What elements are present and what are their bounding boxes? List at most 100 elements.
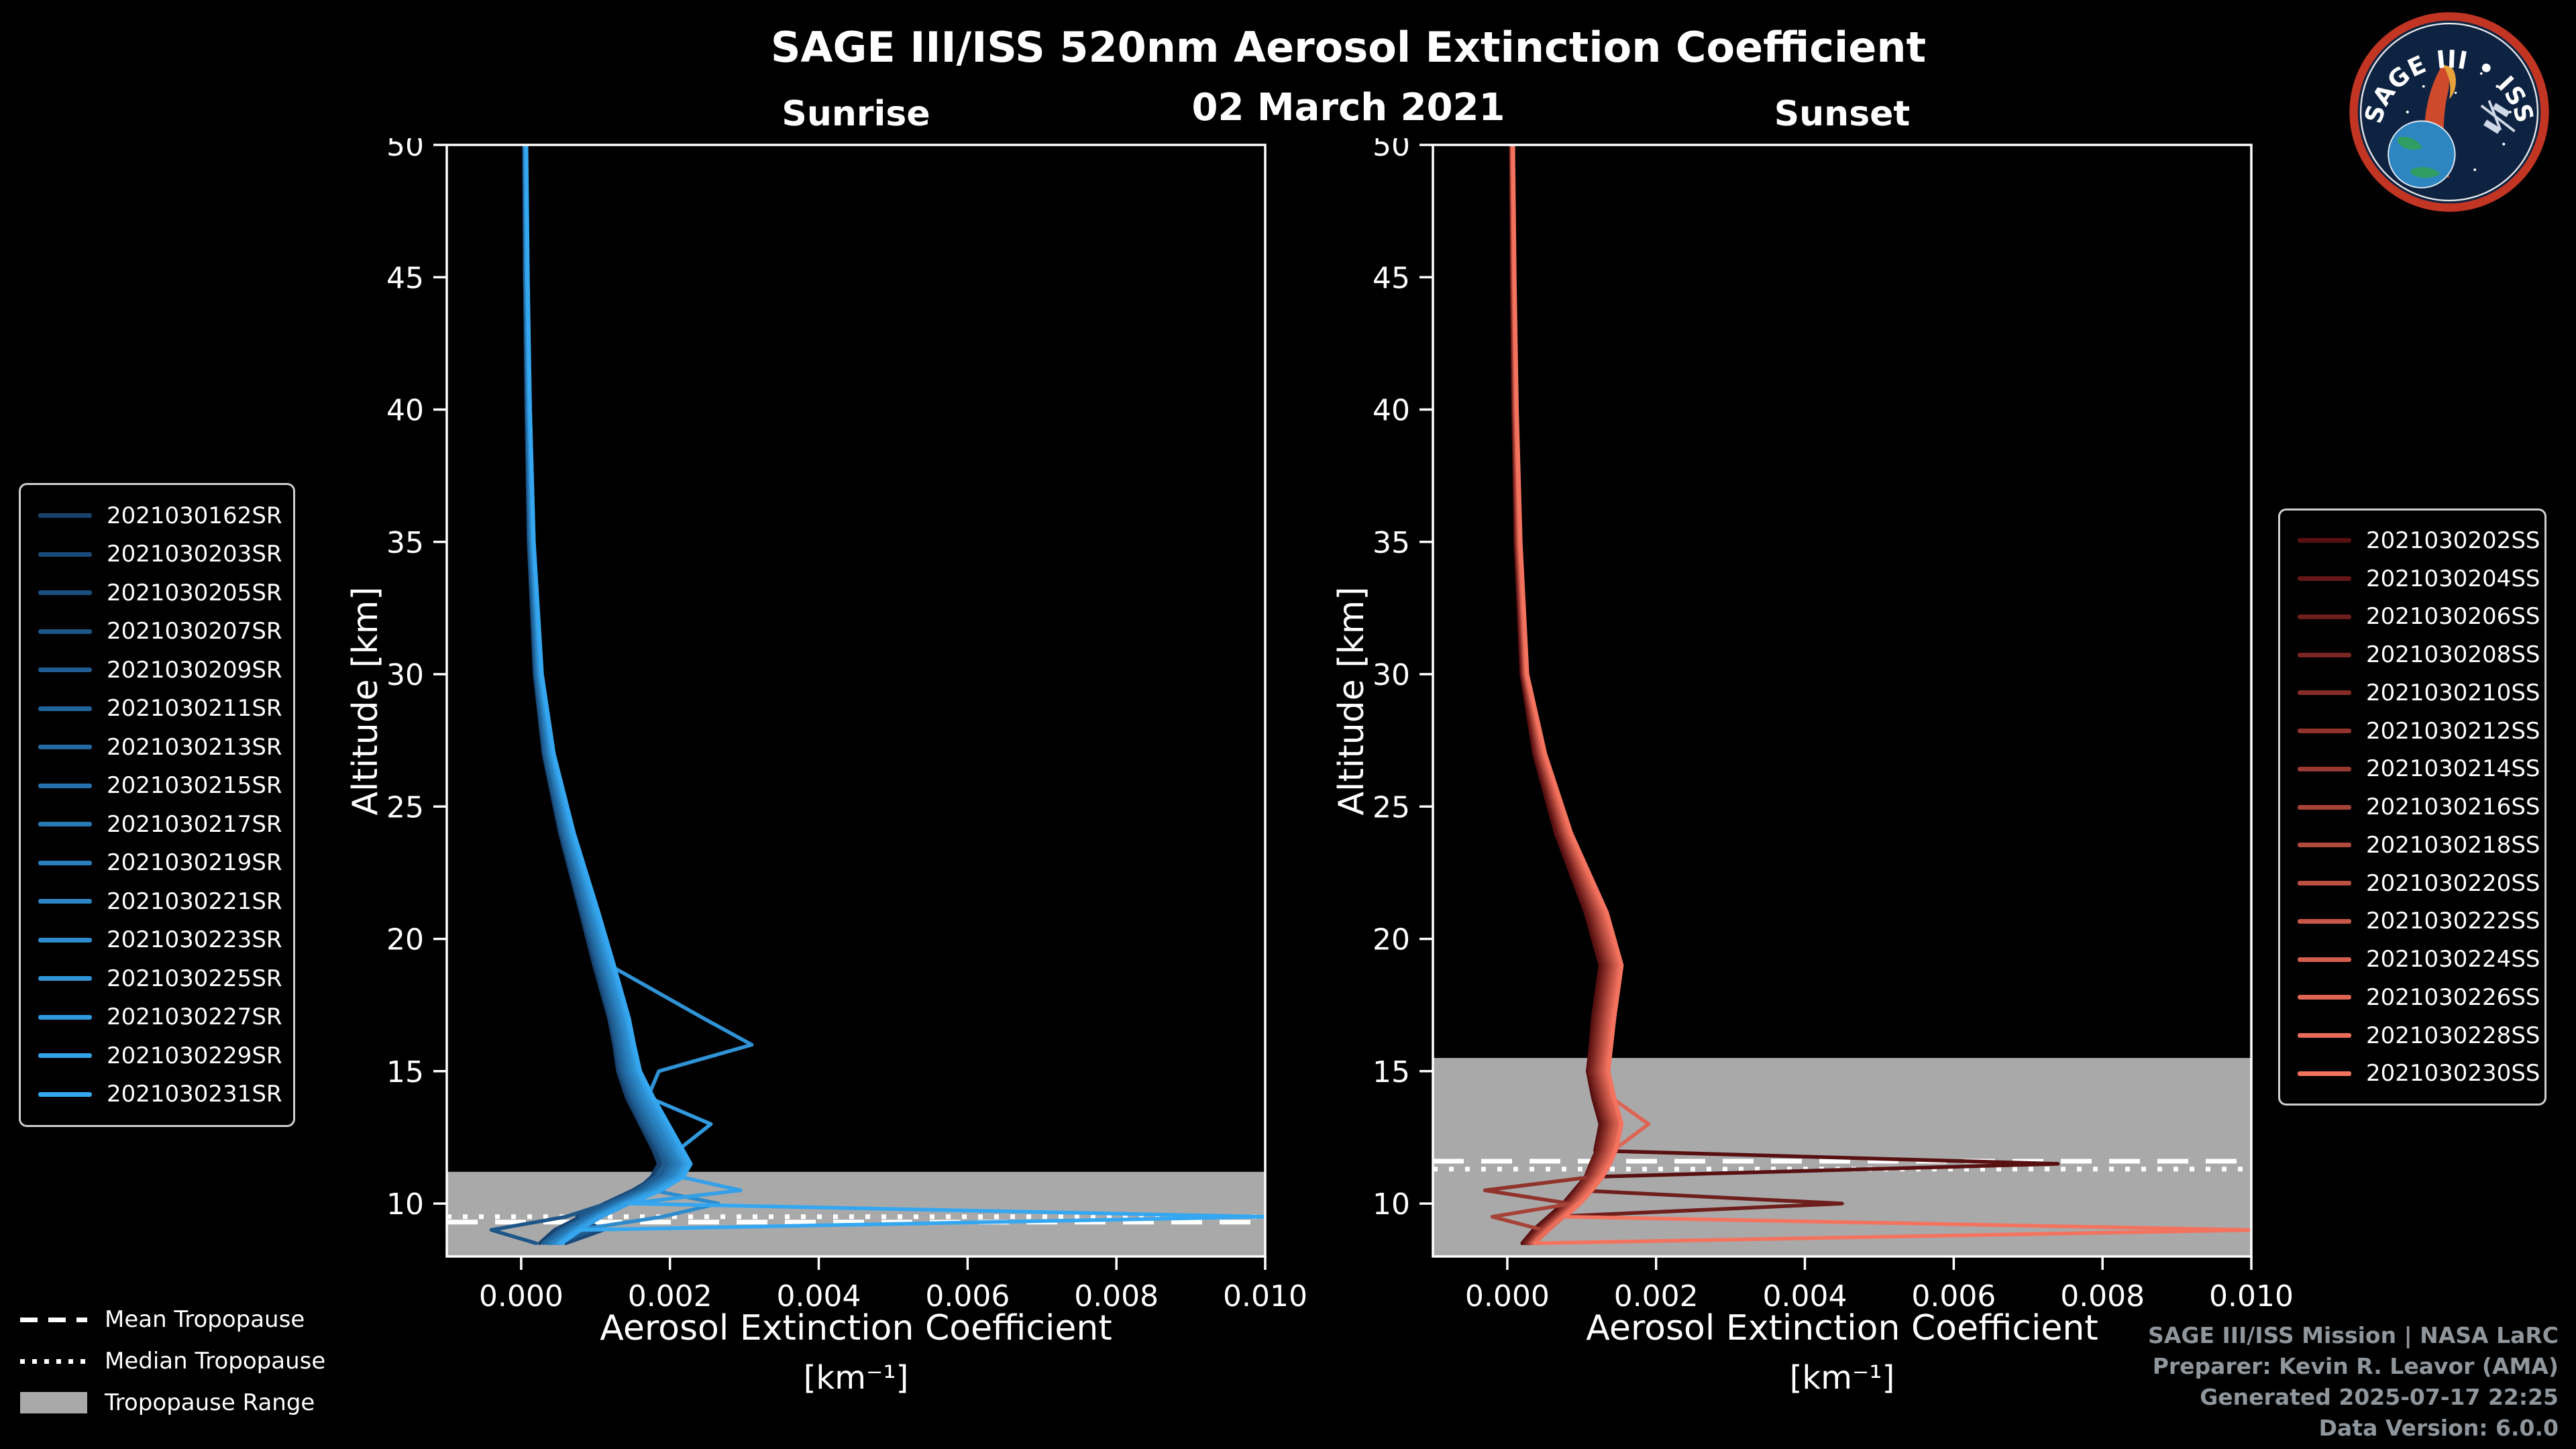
legend-event-label: 2021030205SR (107, 579, 282, 606)
x-tick-label: 0.000 (1465, 1279, 1550, 1313)
legend-item: 2021030209SR (21, 657, 293, 684)
legend-line-swatch (2298, 690, 2351, 696)
logo-earth-land (2398, 136, 2422, 150)
legend-event-label: 2021030207SR (107, 618, 282, 645)
legend-item: 2021030229SR (21, 1042, 293, 1069)
sunset-plot: 0.000 0.002 0.004 0.006 0.008 0.010 10 15 20 25 30… (1373, 138, 2292, 1313)
legend-line-swatch (2298, 957, 2351, 962)
legend-line-swatch (38, 860, 92, 865)
x-tick-label: 0.008 (2060, 1279, 2145, 1313)
legend-event-label: 2021030222SS (2366, 908, 2540, 935)
legend-line-swatch (2298, 1033, 2351, 1038)
legend-item: 2021030224SS (2280, 946, 2544, 973)
y-tick-label: 30 (386, 658, 424, 692)
legend-event-label: 2021030204SS (2366, 565, 2540, 592)
page-title: SAGE III/ISS 520nm Aerosol Extinction Co… (770, 23, 1927, 72)
legend-event-label: 2021030229SR (107, 1042, 282, 1069)
legend-item: 2021030212SS (2280, 718, 2544, 745)
y-tick-label: 45 (386, 261, 424, 295)
x-tick-label: 0.006 (925, 1279, 1010, 1313)
legend-item: 2021030228SS (2280, 1022, 2544, 1049)
mean-tropopause-label: Mean Tropopause (105, 1306, 305, 1333)
legend-item: 2021030220SS (2280, 870, 2544, 897)
legend-event-label: 2021030223SR (107, 926, 282, 954)
x-tick-label: 0.004 (777, 1279, 861, 1313)
tropopause-range-label: Tropopause Range (105, 1389, 315, 1416)
legend-event-label: 2021030206SS (2366, 603, 2540, 631)
dotted-line-swatch (20, 1358, 87, 1364)
legend-event-label: 2021030202SS (2366, 527, 2540, 554)
y-tick-label: 15 (386, 1055, 424, 1089)
legend-item: 2021030210SS (2280, 680, 2544, 706)
legend-line-swatch (38, 745, 92, 750)
legend-event-label: 2021030231SR (107, 1081, 282, 1108)
dashed-line-swatch (20, 1317, 87, 1322)
gray-range-swatch (20, 1392, 87, 1413)
legend-line-swatch (38, 899, 92, 904)
legend-item: 2021030214SS (2280, 755, 2544, 782)
y-tick-label: 50 (386, 138, 424, 163)
y-tick-label: 20 (1373, 923, 1410, 957)
legend-line-swatch (38, 629, 92, 634)
sunset-x-axis-units: [km⁻¹] (1789, 1359, 1895, 1397)
date-title: 02 March 2021 (1191, 86, 1505, 129)
plot-frame (445, 144, 1267, 1258)
y-tick-label: 30 (1373, 658, 1410, 692)
legend-line-swatch (38, 706, 92, 711)
x-tick-label: 0.000 (479, 1279, 564, 1313)
footer-mission-line: SAGE III/ISS Mission | NASA LaRC (2148, 1322, 2559, 1348)
plot-frame (1432, 144, 2253, 1258)
median-tropopause-legend-item: Median Tropopause (20, 1348, 325, 1375)
legend-event-label: 2021030230SS (2366, 1060, 2540, 1087)
profile-line (523, 145, 684, 1246)
legend-item: 2021030222SS (2280, 908, 2544, 934)
profile-line (524, 145, 1265, 1246)
legend-line-swatch (38, 551, 92, 557)
legend-event-label: 2021030220SS (2366, 869, 2540, 897)
sunrise-plot: 0.000 0.002 0.004 0.006 0.008 0.010 10 15 20 25 30… (386, 138, 1305, 1313)
profile-line (523, 145, 676, 1246)
legend-line-swatch (38, 1053, 92, 1059)
legend-item: 2021030215SR (21, 772, 293, 799)
legend-line-swatch (38, 590, 92, 596)
legend-line-swatch (2298, 881, 2351, 885)
legend-item: 2021030226SS (2280, 984, 2544, 1011)
legend-line-swatch (2298, 576, 2351, 581)
legend-item: 2021030206SS (2280, 603, 2544, 630)
legend-line-swatch (2298, 918, 2351, 924)
legend-item: 2021030227SR (21, 1004, 293, 1030)
x-tick-label: 0.004 (1763, 1279, 1847, 1313)
legend-item: 2021030221SR (21, 888, 293, 915)
legend-event-label: 2021030208SS (2366, 641, 2540, 668)
legend-item: 2021030223SR (21, 926, 293, 953)
legend-line-swatch (2298, 804, 2351, 810)
legend-event-label: 2021030228SS (2366, 1022, 2540, 1049)
y-tick-label: 25 (1373, 790, 1410, 824)
legend-line-swatch (38, 513, 92, 519)
y-tick-label: 25 (386, 790, 424, 824)
sunrise-panel-title: Sunrise (782, 94, 930, 134)
legend-item: 2021030208SS (2280, 641, 2544, 668)
legend-event-label: 2021030203SR (107, 541, 282, 568)
legend-event-label: 2021030215SR (107, 772, 282, 800)
y-tick-label: 40 (1373, 394, 1410, 428)
legend-line-swatch (2298, 614, 2351, 619)
legend-event-label: 2021030217SR (107, 810, 282, 838)
sunset-panel-title: Sunset (1774, 94, 1911, 134)
mean-tropopause-legend-item: Mean Tropopause (20, 1306, 325, 1333)
legend-item: 2021030216SS (2280, 794, 2544, 820)
y-tick-label: 50 (1373, 138, 1410, 163)
sunrise-x-axis-label: Aerosol Extinction Coefficient (600, 1308, 1112, 1348)
legend-event-label: 2021030227SR (107, 1004, 282, 1031)
legend-event-label: 2021030214SS (2366, 755, 2540, 783)
tropopause-range-legend-item: Tropopause Range (20, 1389, 325, 1416)
y-tick-label: 45 (1373, 261, 1410, 295)
footer-generated-line: Generated 2025-07-17 22:25 (2200, 1384, 2559, 1410)
x-tick-label: 0.002 (628, 1279, 712, 1313)
profile-line (523, 145, 678, 1246)
legend-item: 2021030230SS (2280, 1060, 2544, 1087)
legend-event-label: 2021030210SS (2366, 679, 2540, 706)
legend-line-swatch (2298, 1071, 2351, 1076)
legend-item: 2021030219SR (21, 849, 293, 876)
footer-version-line: Data Version: 6.0.0 (2318, 1415, 2559, 1441)
